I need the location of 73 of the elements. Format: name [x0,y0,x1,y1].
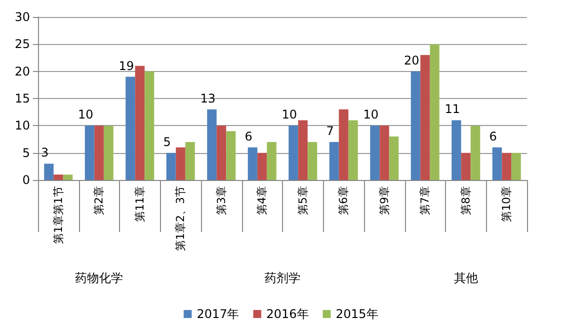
x-tick-label: 第7章 [418,186,432,215]
data-label: 19 [118,58,134,73]
bar [470,126,480,180]
data-label: 10 [363,108,379,122]
x-tick-label: 第3章 [214,186,228,215]
bar [288,126,298,180]
bar [329,142,339,180]
bar [492,147,502,180]
y-tick-label: 0 [22,173,30,187]
x-tick-label: 第8章 [459,186,472,215]
bar [176,147,186,180]
bar [84,126,94,180]
bar [389,136,399,180]
x-tick-label: 第6章 [337,186,350,215]
bar [257,152,267,180]
bar [166,152,176,180]
legend-label: 2016年 [266,307,309,321]
x-tick-label: 第5章 [296,186,310,215]
x-tick-label: 第9章 [378,186,391,215]
x-tick-label: 第1章2、3节 [174,186,188,251]
bar [511,152,521,180]
bar [348,120,358,180]
y-tick-label: 5 [22,146,30,160]
y-tick-label: 10 [14,118,30,133]
bar [104,126,114,180]
y-tick-label: 15 [14,92,30,106]
bar [502,152,512,180]
bar [298,120,308,180]
x-tick-label: 第2章 [92,186,106,215]
bar [144,71,154,180]
data-label: 7 [326,124,334,138]
data-label: 20 [404,53,420,68]
data-label: 10 [282,108,298,122]
bar [226,131,236,180]
bar [430,44,440,180]
bar [44,164,54,180]
data-label: 6 [244,129,252,144]
y-tick-label: 30 [14,10,30,24]
bar [248,147,258,180]
bar [410,71,420,180]
data-label: 6 [489,129,497,144]
data-label: 13 [200,91,216,106]
bar [338,109,348,180]
data-label: 3 [41,146,49,160]
legend-label: 2017年 [196,307,240,321]
bar [380,126,390,180]
bar [216,126,226,180]
bar [54,174,64,180]
bar [207,109,217,180]
bar [461,152,471,180]
x-tick-label: 第4章 [256,186,269,215]
x-tick-label: 第1章第1节 [52,186,65,244]
text: 药物化学 [75,271,124,285]
data-label: 5 [163,134,171,149]
legend-label: 2015年 [336,307,378,321]
bar [370,126,380,180]
data-label: 10 [78,108,94,122]
bar [126,76,136,180]
bar [420,55,430,180]
y-tick-label: 20 [14,64,30,78]
x-tick-label: 第10章 [500,186,514,222]
data-label: 11 [444,102,460,116]
bar [94,126,104,180]
text: 其他 [454,271,478,285]
bar [135,66,145,180]
bar [452,120,462,180]
bar [185,142,195,180]
x-tick-label: 第11章 [133,186,146,222]
bar [63,174,73,180]
bar [266,142,276,180]
bar [308,142,318,180]
text: 药剂学 [264,271,300,285]
y-tick-label: 25 [14,37,30,52]
